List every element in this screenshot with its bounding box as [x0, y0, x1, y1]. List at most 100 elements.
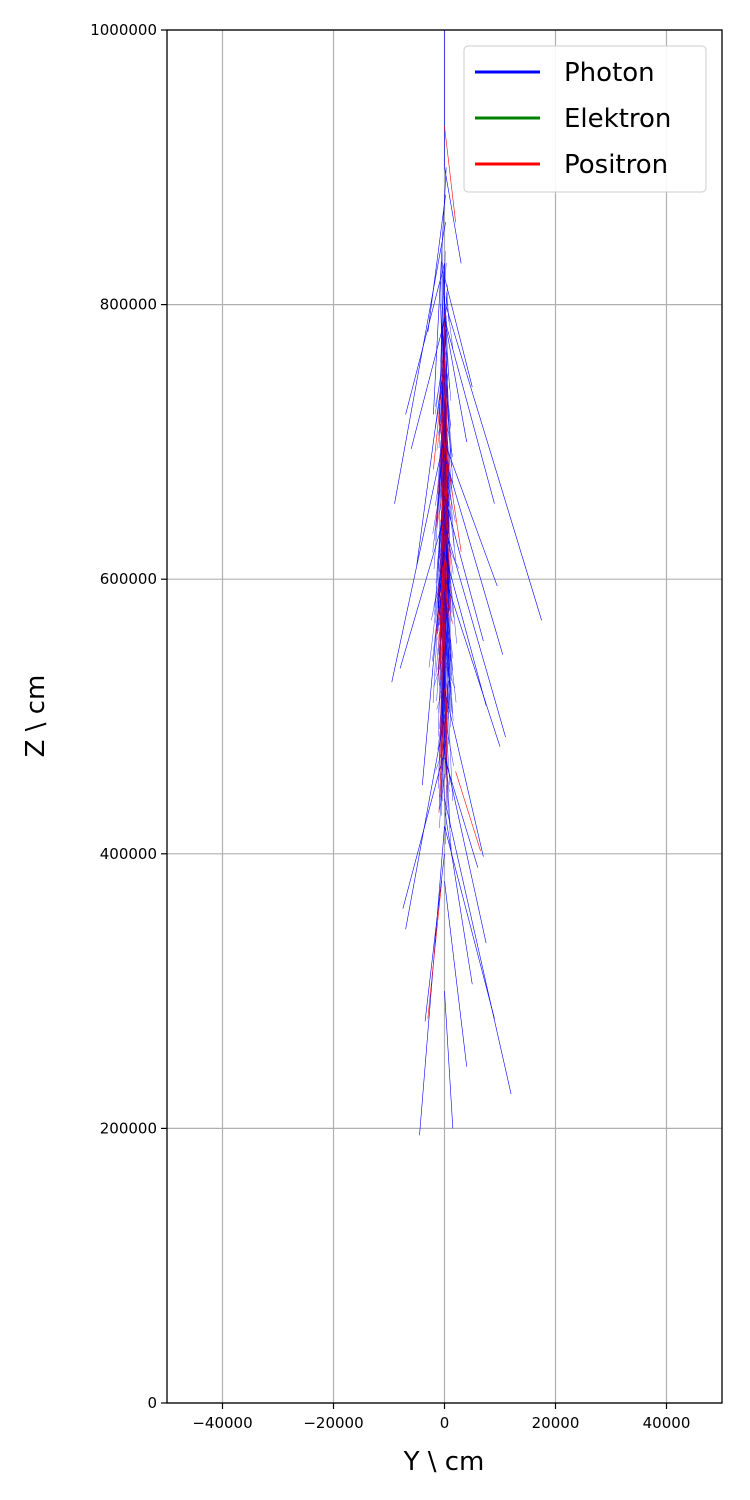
y-tick-label: 400000 [100, 845, 157, 863]
track-segment [445, 372, 454, 483]
track-segment [444, 318, 467, 442]
track-segment [439, 423, 448, 490]
track-segment [442, 409, 450, 528]
track-segment [444, 318, 495, 504]
track-segment [437, 599, 443, 685]
track-segment [434, 420, 444, 541]
track-segment [446, 581, 448, 655]
track-segment [445, 757, 487, 944]
x-tick-label: 20000 [532, 1414, 580, 1432]
legend-box [463, 45, 707, 193]
track-segment [440, 382, 444, 468]
track-segment [442, 622, 447, 671]
y-tick-label: 600000 [100, 570, 157, 588]
track-segment [442, 314, 445, 459]
track-segment [445, 479, 451, 508]
x-tick-label: 40000 [643, 1414, 691, 1432]
track-segment [405, 263, 445, 415]
track-segment [442, 462, 452, 613]
track-segment [443, 714, 447, 778]
track-segment [447, 649, 451, 720]
track-segment [443, 262, 447, 294]
track-segment [440, 514, 444, 665]
track-segment [435, 446, 445, 506]
track-segment [399, 510, 447, 669]
track-segment [439, 773, 446, 810]
x-axis-label: Y \ cm [403, 1447, 485, 1477]
track-segment [444, 688, 484, 857]
track-segment [444, 362, 448, 419]
track-segment [445, 387, 447, 419]
track-segment [437, 440, 442, 495]
track-segment [444, 413, 451, 501]
track-segment [437, 568, 447, 652]
track-segment [445, 700, 448, 739]
track-segment [444, 126, 456, 223]
track-segment [440, 321, 446, 358]
track-segment [438, 689, 445, 813]
track-segment [433, 359, 445, 470]
track-segment [442, 543, 451, 589]
track-segment [391, 441, 444, 683]
track-segment [444, 455, 504, 655]
track-segment [445, 665, 448, 808]
track-segment [419, 826, 445, 1136]
track-segment [405, 716, 445, 930]
track-segment [445, 466, 448, 529]
track-segment [440, 281, 442, 352]
track-segment [441, 323, 452, 467]
x-tick-label: −20000 [303, 1414, 363, 1432]
track-segment [441, 645, 445, 736]
track-segment [446, 297, 454, 349]
track-segment [445, 784, 447, 845]
track-segment [436, 395, 446, 451]
track-segment [444, 991, 454, 1129]
y-tick-label: 1000000 [90, 21, 157, 39]
legend: Photon Elektron Positron [463, 45, 707, 193]
y-tick-label: 200000 [100, 1119, 157, 1137]
track-segment [402, 757, 444, 909]
track-segment [416, 359, 445, 566]
track-segment [444, 881, 467, 1067]
track-segment [445, 338, 452, 401]
track-segment [444, 657, 448, 753]
track-segment [440, 524, 443, 563]
track-segment [443, 287, 450, 434]
track-segment [444, 826, 495, 1019]
track-segment [444, 441, 462, 552]
track-segment [435, 551, 446, 635]
track-segment [439, 713, 446, 801]
axis-ticks: −40000 −20000 0 20000 4000002000004000006000… [90, 21, 690, 1432]
y-axis-label: Z \ cm [21, 675, 51, 758]
track-segment [442, 497, 448, 595]
track-segment [394, 222, 446, 504]
track-segment [440, 456, 445, 487]
track-segment [444, 812, 473, 985]
track-segment [444, 798, 512, 1095]
legend-label: Photon [564, 58, 655, 88]
legend-label: Positron [564, 150, 668, 180]
track-segment [441, 579, 444, 680]
track-segment [443, 594, 447, 715]
track-segment [441, 757, 447, 817]
track-segment [435, 367, 443, 407]
track-segment [443, 455, 446, 508]
track-segment [444, 167, 462, 264]
track-segment [435, 740, 446, 771]
y-tick-label: 0 [147, 1394, 157, 1412]
track-segment [455, 771, 481, 852]
track-segment [427, 194, 446, 333]
legend-label: Elektron [564, 104, 671, 134]
track-segment [446, 292, 449, 322]
track-segment [444, 560, 446, 642]
track-segment [427, 881, 443, 1019]
track-segment [410, 318, 446, 449]
track-segment [446, 631, 449, 745]
track-segment [445, 579, 501, 747]
track-segment [424, 853, 445, 1022]
x-tick-label: −40000 [192, 1414, 252, 1432]
track-segment [444, 757, 479, 868]
y-tick-label: 800000 [100, 296, 157, 314]
track-segment [444, 496, 484, 642]
